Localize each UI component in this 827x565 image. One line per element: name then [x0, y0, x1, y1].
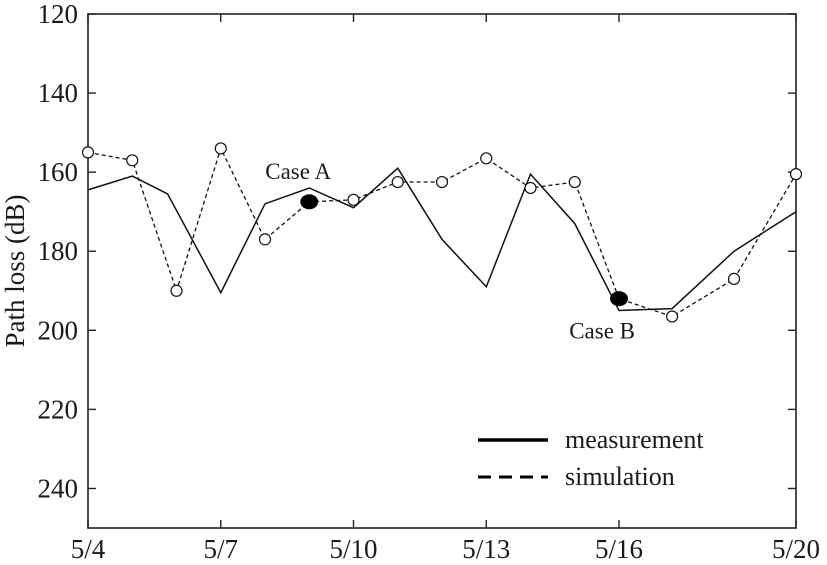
y-axis-label: Path loss (dB) — [0, 194, 30, 347]
data-point-simulation — [258, 233, 272, 246]
data-point-simulation — [126, 154, 139, 167]
series-line-measurement — [87, 167, 797, 312]
legend-label: measurement — [565, 425, 704, 454]
series-line-simulation — [87, 146, 797, 318]
data-point-simulation — [81, 146, 95, 159]
data-point-simulation — [391, 175, 404, 189]
case-label: Case A — [265, 159, 331, 184]
plot-frame — [87, 13, 797, 529]
y-tick-label: 120 — [38, 0, 79, 29]
data-point-simulation — [480, 152, 493, 165]
data-point-simulation — [435, 175, 449, 189]
y-axis-ticks: 120 140 160 180 200 220 240 — [38, 0, 796, 503]
x-tick-label: 5/7 — [203, 534, 238, 564]
y-tick-label: 160 — [38, 157, 79, 187]
x-tick-label: 5/20 — [772, 534, 820, 564]
annotation-layer: Case A Case B — [265, 159, 635, 344]
x-tick-label: 5/13 — [462, 534, 510, 564]
data-point-simulation — [789, 168, 803, 181]
y-tick-label: 180 — [38, 236, 79, 266]
case-marker — [300, 194, 319, 210]
data-point-simulation — [665, 310, 679, 323]
y-tick-label: 220 — [38, 394, 79, 424]
plot-border — [87, 13, 797, 529]
case-label: Case B — [569, 319, 635, 344]
series-layer — [81, 142, 803, 323]
data-point-simulation — [568, 175, 581, 189]
case-marker — [610, 291, 628, 307]
legend: measurement simulation — [478, 425, 704, 491]
data-point-simulation — [524, 181, 537, 195]
x-tick-label: 5/16 — [595, 534, 643, 564]
data-point-simulation — [727, 272, 741, 286]
y-tick-label: 240 — [38, 473, 79, 503]
y-tick-label: 140 — [38, 78, 79, 108]
x-tick-label: 5/4 — [71, 534, 106, 564]
y-tick-label: 200 — [38, 315, 79, 345]
data-point-simulation — [170, 284, 183, 297]
x-tick-label: 5/10 — [329, 534, 377, 564]
data-point-simulation — [214, 142, 227, 155]
data-point-simulation — [347, 193, 360, 206]
x-axis-ticks: 5/4 5/7 5/10 5/13 5/16 5/20 — [71, 14, 820, 564]
legend-label: simulation — [565, 462, 675, 491]
